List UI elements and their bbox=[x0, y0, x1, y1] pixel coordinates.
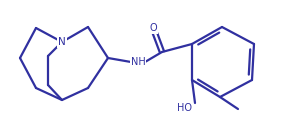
Text: N: N bbox=[58, 37, 66, 47]
Text: NH: NH bbox=[130, 57, 145, 67]
Text: O: O bbox=[149, 23, 157, 33]
Text: HO: HO bbox=[177, 103, 193, 113]
